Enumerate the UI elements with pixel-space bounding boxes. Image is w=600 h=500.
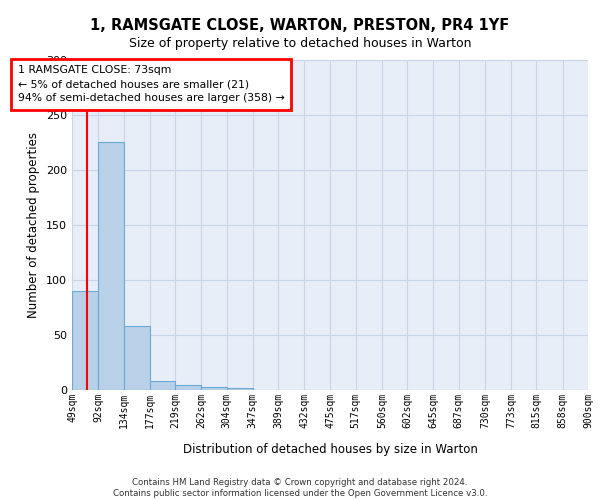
Y-axis label: Number of detached properties: Number of detached properties	[28, 132, 40, 318]
Bar	[149, 381, 175, 390]
Bar	[227, 388, 253, 390]
Text: 1 RAMSGATE CLOSE: 73sqm
← 5% of detached houses are smaller (21)
94% of semi-det: 1 RAMSGATE CLOSE: 73sqm ← 5% of detached…	[18, 65, 284, 103]
Bar	[201, 386, 227, 390]
Bar	[175, 384, 201, 390]
Text: Distribution of detached houses by size in Warton: Distribution of detached houses by size …	[182, 442, 478, 456]
Text: 1, RAMSGATE CLOSE, WARTON, PRESTON, PR4 1YF: 1, RAMSGATE CLOSE, WARTON, PRESTON, PR4 …	[91, 18, 509, 32]
Bar	[124, 326, 149, 390]
Bar	[72, 291, 98, 390]
Text: Size of property relative to detached houses in Warton: Size of property relative to detached ho…	[129, 38, 471, 51]
Bar	[98, 142, 124, 390]
Text: Contains HM Land Registry data © Crown copyright and database right 2024.
Contai: Contains HM Land Registry data © Crown c…	[113, 478, 487, 498]
